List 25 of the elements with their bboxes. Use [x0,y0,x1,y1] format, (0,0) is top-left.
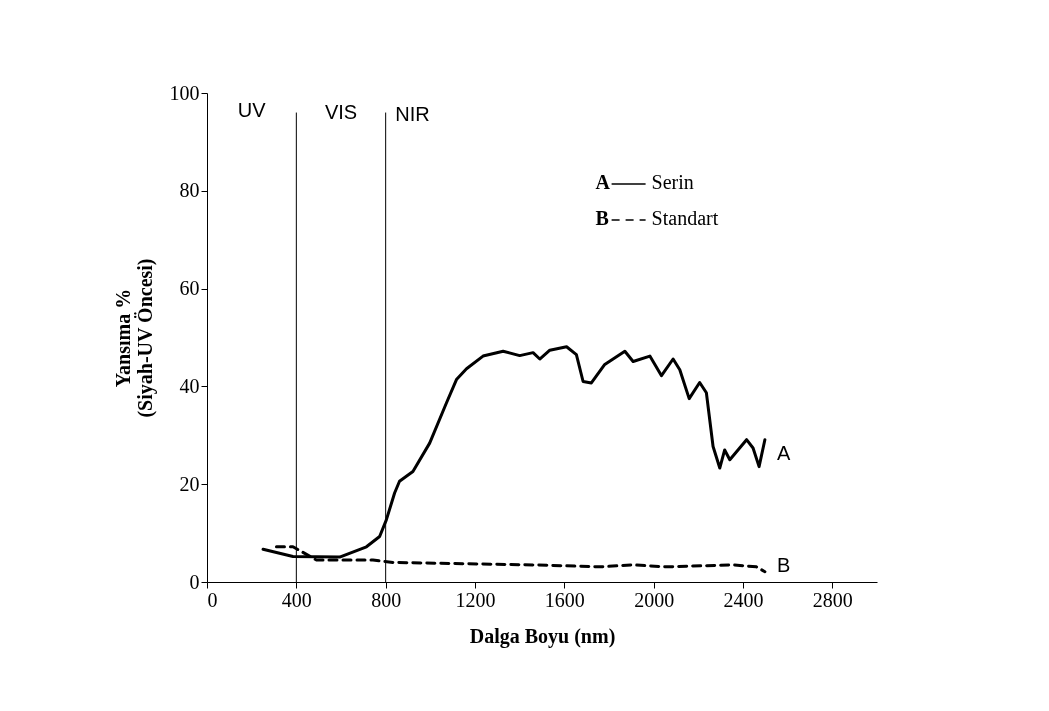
y-tick-label: 0 [189,570,200,593]
legend-label: Standart [651,207,719,229]
x-tick-label: 0 [207,588,218,611]
annotation: VIS [324,101,358,123]
x-tick-label: 2400 [723,588,764,611]
y-axis-title: Yansıma % (Siyah-UV Öncesi) [111,258,157,418]
x-tick-label: 800 [371,588,402,611]
y-tick-label: 20 [179,472,200,495]
x-axis-title: Dalga Boyu (nm) [469,624,616,648]
x-tick-label: 2800 [812,588,853,611]
y-tick-label: 80 [179,179,200,202]
x-tick-label: 2000 [634,588,675,611]
y-tick-label: 100 [169,81,200,104]
text: A [595,171,611,193]
y-tick-label: 60 [179,277,200,300]
annotation: NIR [395,103,430,125]
x-tick-label: 400 [281,588,312,611]
y-tick-label: 40 [179,374,200,397]
legend-label: Serin [651,171,694,193]
x-tick-label: 1200 [455,588,496,611]
annotation: UV [237,99,267,121]
text: B [595,207,609,229]
annotation: A [776,441,791,464]
annotation: B [776,553,791,576]
x-tick-label: 1600 [544,588,585,611]
